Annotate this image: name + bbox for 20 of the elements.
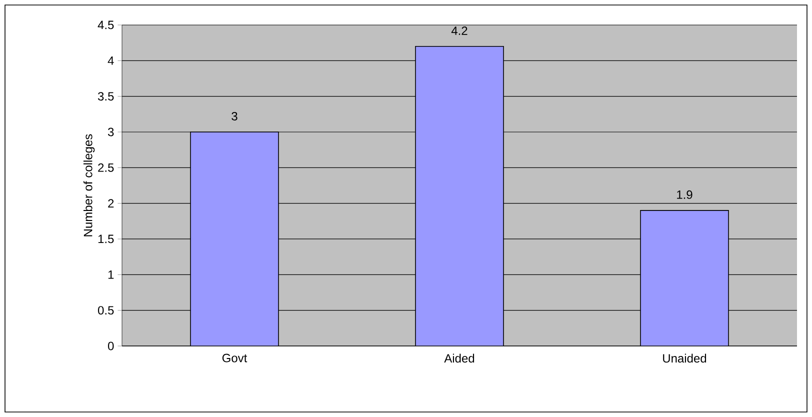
x-tick-label: Aided [444,354,474,363]
bar [190,132,279,346]
y-axis-title: Number of colleges [83,134,95,236]
data-label: 4.2 [451,26,468,35]
y-tick-label: 0 [108,342,114,350]
y-tick-label: 1.5 [98,234,114,244]
bar [640,210,729,346]
y-tick-label: 4 [108,56,114,65]
y-tick-label: 3 [108,128,114,136]
y-tick-label: 2 [108,199,114,208]
y-tick-label: 3.5 [98,92,114,101]
y-tick-label: 4.5 [98,20,114,30]
data-label: 3 [232,112,238,120]
data-label: 1.9 [677,190,692,199]
bar [415,46,504,346]
x-tick-label: Govt [222,354,248,362]
y-tick-label: 1 [108,270,114,279]
y-tick-label: 2.5 [98,163,114,172]
x-tick-label: Unaided [663,354,706,363]
y-tick-label: 0.5 [98,306,114,315]
